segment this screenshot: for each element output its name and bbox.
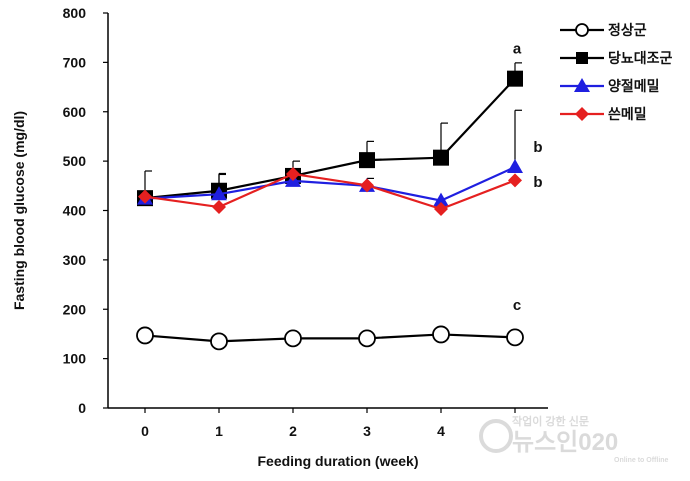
significance-label: b — [533, 139, 542, 156]
data-point — [211, 186, 227, 201]
y-tick-label: 500 — [63, 153, 87, 169]
legend-marker — [576, 52, 588, 64]
watermark-icon — [479, 419, 513, 453]
significance-label: c — [513, 297, 521, 314]
data-point — [358, 329, 376, 348]
x-tick-label: 4 — [437, 423, 445, 439]
y-axis-title: Fasting blood glucose (mg/dl) — [11, 111, 27, 310]
x-tick-label: 0 — [141, 423, 149, 439]
legend-label: 양절메밀 — [608, 78, 660, 94]
legend-item: 쓴메밀 — [560, 106, 647, 122]
data-point — [359, 152, 375, 169]
series-line — [144, 77, 516, 200]
x-tick-label: 2 — [289, 423, 297, 439]
legend-label: 당뇨대조군 — [608, 50, 673, 66]
series-2 — [137, 70, 523, 207]
series-line — [144, 333, 516, 343]
legend-marker — [574, 78, 590, 92]
watermark-tagline: 작업이 강한 신문 — [512, 414, 589, 428]
x-tick-label: 3 — [363, 423, 371, 439]
y-tick-label: 600 — [63, 104, 87, 120]
data-point — [433, 192, 449, 207]
significance-label: a — [513, 40, 522, 57]
legend-item: 양절메밀 — [560, 78, 660, 94]
legend-label: 쓴메밀 — [608, 106, 647, 122]
series-line — [144, 166, 516, 202]
series-4 — [138, 166, 522, 217]
x-axis-title: Feeding duration (week) — [257, 453, 418, 469]
data-point — [507, 70, 523, 87]
y-tick-label: 300 — [63, 252, 87, 268]
data-point — [286, 166, 300, 181]
y-tick-label: 100 — [63, 351, 87, 367]
x-tick-label: 1 — [215, 423, 223, 439]
data-point — [434, 202, 448, 217]
y-tick-label: 800 — [63, 5, 87, 21]
data-point — [138, 189, 152, 204]
series-line — [144, 172, 516, 211]
annotations: a b b c — [513, 40, 543, 314]
data-point — [136, 326, 154, 345]
legend-marker — [575, 23, 589, 37]
data-point — [433, 149, 449, 166]
legend-item: 당뇨대조군 — [560, 50, 673, 66]
y-tick-label: 400 — [63, 203, 87, 219]
data-point — [508, 173, 522, 188]
series-1 — [136, 325, 524, 351]
series-layer — [136, 62, 524, 351]
data-point — [210, 332, 228, 351]
legend-marker — [575, 107, 589, 121]
legend-label: 정상군 — [608, 22, 647, 38]
data-point — [284, 329, 302, 348]
data-point — [507, 159, 523, 174]
legend-item: 정상군 — [560, 22, 647, 38]
data-point — [360, 178, 374, 193]
y-tick-label: 0 — [78, 400, 86, 416]
y-tick-label: 200 — [63, 301, 87, 317]
data-point — [212, 200, 226, 215]
watermark-sub: Online to Offline — [614, 457, 669, 464]
axes: 0 100 200 300 400 500 600 700 800 0 1 2 3 4 Feeding du… — [11, 5, 548, 469]
data-point — [432, 325, 450, 344]
watermark-brand: 뉴스인020 — [512, 429, 618, 456]
significance-label: b — [533, 174, 542, 191]
y-tick-label: 700 — [63, 54, 87, 70]
data-point — [506, 328, 524, 347]
